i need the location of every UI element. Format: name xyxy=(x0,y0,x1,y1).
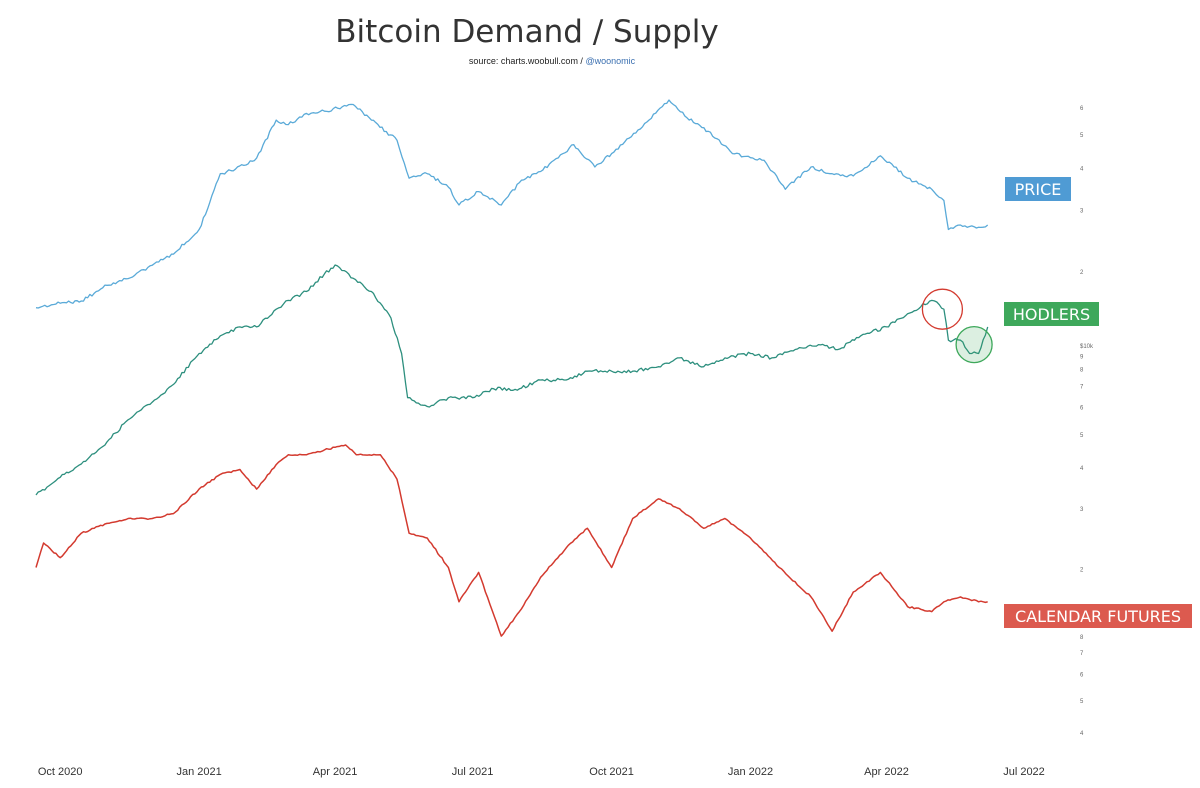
legend-badge-label: CALENDAR FUTURES xyxy=(1015,607,1181,626)
x-tick-label: Apr 2021 xyxy=(313,766,358,778)
legend-badge-background xyxy=(1004,604,1192,628)
x-tick-label: Oct 2021 xyxy=(589,766,634,778)
x-tick-label: Oct 2020 xyxy=(38,766,83,778)
x-tick-label: Jan 2021 xyxy=(176,766,221,778)
series-line-hodlers xyxy=(35,264,989,496)
y-tick-label: 2 xyxy=(1080,567,1084,573)
legend-badge-background xyxy=(1005,177,1071,201)
subtitle-source: source: charts.woobull.com / xyxy=(469,56,586,66)
subtitle-handle-link[interactable]: @woonomic xyxy=(585,56,635,66)
y-tick-label: 5 xyxy=(1080,133,1084,139)
x-tick-label: Apr 2022 xyxy=(864,766,909,778)
y-tick-label: 6 xyxy=(1080,106,1084,112)
y-tick-label: 3 xyxy=(1080,507,1084,513)
series-line-price xyxy=(35,99,989,309)
legend-badge-calendar-futures: CALENDAR FUTURES xyxy=(1004,604,1192,628)
red-circle-annotation xyxy=(921,288,964,330)
legend-badge-price: PRICE xyxy=(1005,177,1071,201)
y-tick-label: 7 xyxy=(1080,385,1084,391)
y-tick-label: 4 xyxy=(1080,466,1084,472)
chart-subtitle: source: charts.woobull.com / @woonomic xyxy=(469,56,636,66)
y-tick-label: 6 xyxy=(1080,673,1084,679)
chart-title: Bitcoin Demand / Supply xyxy=(335,14,718,50)
x-tick-label: Jul 2022 xyxy=(1003,766,1045,778)
y-tick-label: 4 xyxy=(1080,731,1084,737)
y-tick-label: 5 xyxy=(1080,433,1084,439)
y-tick-label: 4 xyxy=(1080,167,1084,173)
legend-badge-background xyxy=(1004,302,1099,326)
legend-badge-label: HODLERS xyxy=(1013,305,1090,324)
y-tick-label: 5 xyxy=(1080,699,1084,705)
y-tick-label: 7 xyxy=(1080,651,1084,657)
legend-badge-hodlers: HODLERS xyxy=(1004,302,1099,326)
x-tick-label: Jan 2022 xyxy=(728,766,773,778)
y-tick-label: $10k xyxy=(1080,344,1094,350)
y-tick-label: 8 xyxy=(1080,368,1084,374)
y-tick-label: 2 xyxy=(1080,270,1084,276)
y-tick-label: 8 xyxy=(1080,635,1084,641)
green-circle-annotation xyxy=(955,325,993,364)
series-line-calendar-futures xyxy=(35,444,988,637)
legend-badge-label: PRICE xyxy=(1015,180,1062,199)
y-tick-label: 6 xyxy=(1080,405,1084,411)
y-tick-label: 9 xyxy=(1080,355,1084,361)
x-tick-label: Jul 2021 xyxy=(452,766,494,778)
y-tick-label: 3 xyxy=(1080,209,1084,215)
